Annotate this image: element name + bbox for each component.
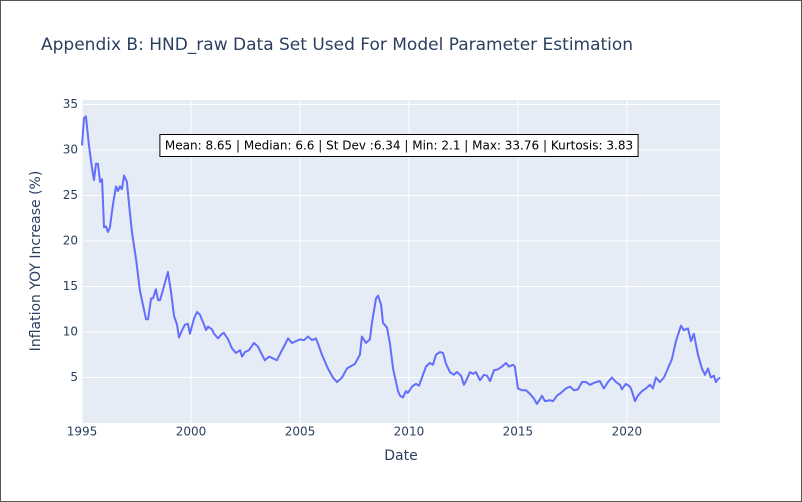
y-tick-label: 5 [70, 370, 78, 384]
y-tick-label: 30 [63, 143, 78, 157]
y-tick-label: 20 [63, 234, 78, 248]
y-tick-label: 15 [63, 279, 78, 293]
x-tick-label: 2015 [503, 425, 534, 439]
annotation: Mean: 8.65 | Median: 6.6 | St Dev :6.34 … [165, 139, 633, 153]
y-tick-label: 25 [63, 188, 78, 202]
x-axis-title: Date [384, 448, 417, 464]
annotation-box [159, 134, 639, 157]
x-tick-label: 2010 [394, 425, 425, 439]
x-tick-label: 1995 [67, 425, 98, 439]
x-tick-label: 2000 [176, 425, 207, 439]
chart-title: Appendix B: HND_raw Data Set Used For Mo… [41, 35, 633, 55]
data-line [81, 115, 721, 405]
y-axis-title: Inflation YOY Increase (%) [28, 171, 44, 352]
x-tick-label: 2005 [285, 425, 316, 439]
x-tick-label: 2020 [612, 425, 643, 439]
y-tick-label: 35 [63, 97, 78, 111]
y-tick-label: 10 [63, 325, 78, 339]
